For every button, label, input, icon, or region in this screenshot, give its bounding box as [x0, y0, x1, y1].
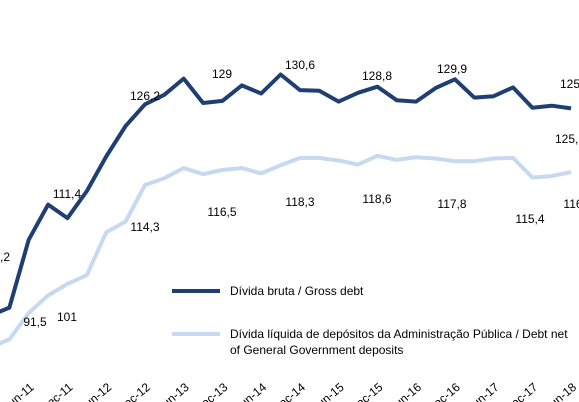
- data-label: 118,3: [285, 195, 314, 209]
- x-tick-label: Dec-14: [269, 380, 308, 402]
- x-tick-label: Jun-11: [0, 380, 37, 402]
- data-label: 125,6: [560, 77, 579, 91]
- data-label: 128,8: [362, 69, 392, 83]
- data-label: 126,2: [130, 89, 160, 103]
- data-label: 117,8: [437, 197, 466, 211]
- data-label: 130,6: [285, 58, 315, 72]
- x-tick-label: Dec-17: [502, 380, 541, 402]
- x-tick-label: Jun-15: [310, 380, 347, 402]
- data-label: 115,4: [515, 212, 544, 226]
- legend-label: Dívida líquida de depósitos da Administr…: [230, 327, 568, 357]
- x-tick-label: Dec-16: [424, 380, 463, 402]
- series-line: [0, 153, 572, 346]
- data-label: 106,2: [0, 250, 10, 264]
- legend-label: Dívida bruta / Gross debt: [230, 284, 364, 298]
- x-tick-label: Jun-17: [464, 380, 501, 402]
- data-label: 116,5: [207, 205, 236, 219]
- x-tick-label: Jun-14: [232, 380, 269, 402]
- series-line: [0, 72, 572, 314]
- data-label: 114,3: [130, 220, 159, 234]
- x-tick-label: Jun-16: [387, 380, 424, 402]
- data-label: 111,4: [53, 187, 82, 201]
- x-tick-label: Dec-11: [37, 380, 75, 402]
- data-label: 129: [212, 67, 232, 81]
- data-label: 118,6: [362, 192, 391, 206]
- x-tick-label: Jun-13: [155, 380, 192, 402]
- x-tick-label: Dec-13: [192, 380, 231, 402]
- data-label: 129,9: [437, 62, 467, 76]
- data-label: 116,2: [563, 197, 579, 211]
- data-label: 125,7: [555, 132, 579, 146]
- x-tick-label: Dec-15: [347, 380, 386, 402]
- x-tick-label: Jun-18: [542, 380, 579, 402]
- data-label: 101: [57, 310, 77, 324]
- data-label: 91,5: [23, 315, 47, 329]
- x-tick-label: Jun-12: [77, 380, 114, 402]
- x-tick-label: Dec-12: [114, 380, 153, 402]
